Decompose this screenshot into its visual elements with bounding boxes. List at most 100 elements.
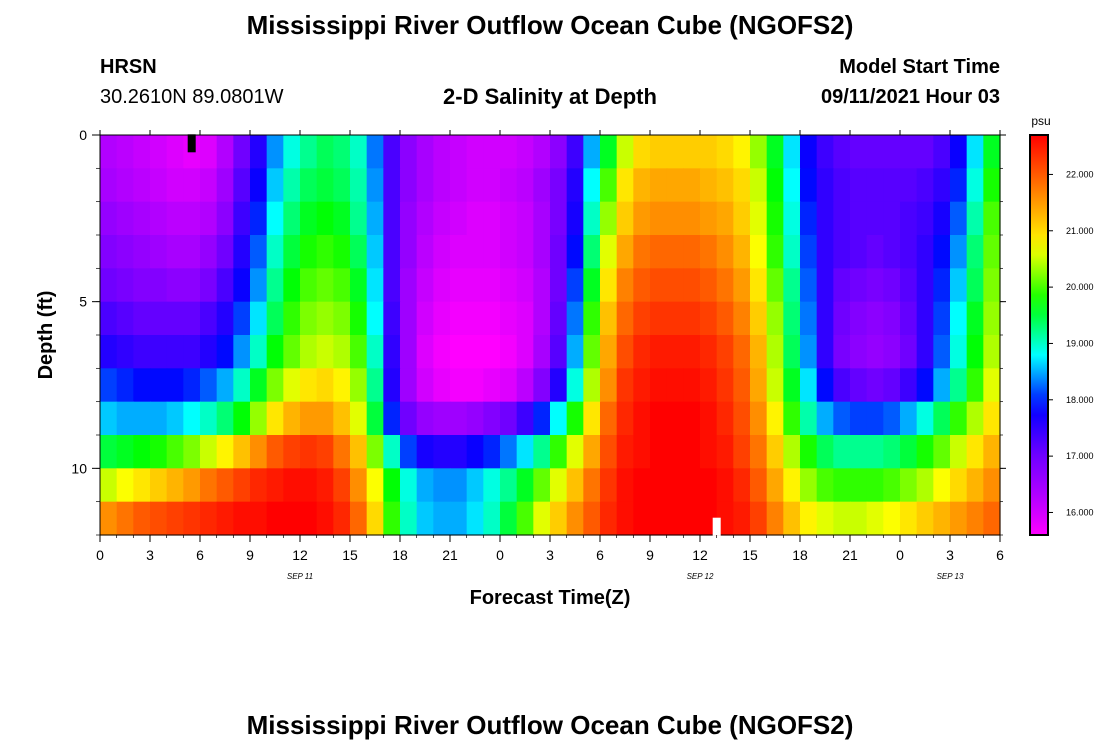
heatmap-cell bbox=[333, 468, 351, 503]
x-tick-label: 3 bbox=[146, 547, 154, 563]
x-tick-label: 6 bbox=[996, 547, 1004, 563]
heatmap-cell bbox=[566, 501, 584, 536]
heatmap-cell bbox=[883, 501, 901, 536]
heatmap-cell bbox=[750, 235, 768, 269]
heatmap-cell bbox=[316, 301, 334, 336]
heatmap-cell bbox=[533, 301, 551, 336]
heatmap-cell bbox=[983, 235, 1001, 269]
heatmap-cell bbox=[483, 235, 501, 269]
heatmap-cell bbox=[183, 168, 201, 203]
heatmap-cell bbox=[900, 435, 918, 469]
heatmap-cell bbox=[583, 268, 601, 303]
heatmap-cell bbox=[966, 468, 984, 503]
heatmap-cell bbox=[816, 368, 834, 403]
heatmap-cell bbox=[833, 168, 851, 203]
heatmap-cell bbox=[116, 168, 134, 203]
heatmap-cell bbox=[283, 168, 301, 203]
heatmap-cell bbox=[250, 468, 268, 503]
heatmap-cell bbox=[733, 268, 751, 303]
heatmap-cell bbox=[116, 135, 134, 169]
heatmap-cell bbox=[283, 368, 301, 403]
heatmap-cell bbox=[416, 168, 434, 203]
heatmap-cell bbox=[483, 368, 501, 403]
heatmap-cell bbox=[666, 468, 684, 503]
heatmap-cell bbox=[866, 201, 884, 236]
heatmap-cell bbox=[216, 235, 234, 269]
heatmap-cell bbox=[950, 468, 968, 503]
heatmap-cell bbox=[450, 335, 468, 369]
heatmap-cell bbox=[500, 468, 518, 503]
heatmap-cell bbox=[116, 301, 134, 336]
heatmap-cell bbox=[200, 435, 218, 469]
heatmap-cell bbox=[633, 468, 651, 503]
heatmap-cell bbox=[933, 201, 951, 236]
heatmap-cell bbox=[883, 268, 901, 303]
heatmap-cell bbox=[100, 435, 118, 469]
heatmap-cell bbox=[966, 335, 984, 369]
heatmap-cell bbox=[833, 501, 851, 536]
heatmap-cell bbox=[733, 368, 751, 403]
heatmap-cell bbox=[616, 468, 634, 503]
heatmap-cell bbox=[300, 201, 318, 236]
heatmap-cell bbox=[533, 201, 551, 236]
heatmap-cell bbox=[983, 468, 1001, 503]
heatmap-cell bbox=[316, 268, 334, 303]
heatmap-cell bbox=[916, 435, 934, 469]
heatmap-cell bbox=[116, 235, 134, 269]
heatmap-cell bbox=[700, 268, 718, 303]
heatmap-cell bbox=[233, 301, 251, 336]
heatmap-cell bbox=[583, 468, 601, 503]
heatmap-cell bbox=[200, 501, 218, 536]
heatmap-cell bbox=[833, 268, 851, 303]
heatmap-cell bbox=[300, 168, 318, 203]
heatmap-cell bbox=[600, 268, 618, 303]
heatmap-cell bbox=[766, 235, 784, 269]
heatmap-cell bbox=[466, 435, 484, 469]
heatmap-cell bbox=[183, 501, 201, 536]
heatmap-cell bbox=[800, 201, 818, 236]
x-tick-label: 9 bbox=[646, 547, 654, 563]
heatmap-cell bbox=[750, 501, 768, 536]
heatmap-cell bbox=[116, 368, 134, 403]
model-start-marker bbox=[187, 134, 196, 153]
x-axis-label: Forecast Time(Z) bbox=[470, 587, 631, 609]
markers bbox=[187, 134, 721, 536]
heatmap-cell bbox=[633, 235, 651, 269]
heatmap-cell bbox=[616, 268, 634, 303]
heatmap-cell bbox=[783, 468, 801, 503]
heatmap-cell bbox=[250, 268, 268, 303]
colorbar-tick-label: 21.000 bbox=[1066, 226, 1094, 236]
heatmap-cell bbox=[783, 201, 801, 236]
heatmap-cell bbox=[900, 235, 918, 269]
heatmap-cell bbox=[800, 501, 818, 536]
heatmap-cell bbox=[566, 168, 584, 203]
heatmap-cell bbox=[250, 301, 268, 336]
heatmap-cell bbox=[650, 401, 668, 436]
heatmap-cell bbox=[550, 135, 568, 169]
heatmap-cell bbox=[283, 301, 301, 336]
heatmap-cell bbox=[883, 168, 901, 203]
heatmap-cell bbox=[283, 201, 301, 236]
heatmap-cell bbox=[733, 135, 751, 169]
heatmap-cell bbox=[800, 468, 818, 503]
heatmap-cell bbox=[566, 468, 584, 503]
heatmap-cell bbox=[333, 201, 351, 236]
heatmap-cell bbox=[433, 235, 451, 269]
heatmap-cell bbox=[683, 135, 701, 169]
heatmap-cell bbox=[366, 468, 384, 503]
heatmap-cell bbox=[583, 435, 601, 469]
heatmap-cell bbox=[216, 201, 234, 236]
heatmap-cell bbox=[966, 135, 984, 169]
heatmap-cell bbox=[433, 501, 451, 536]
heatmap-cell bbox=[833, 335, 851, 369]
heatmap-cell bbox=[366, 301, 384, 336]
heatmap-cell bbox=[933, 401, 951, 436]
heatmap-cell bbox=[550, 368, 568, 403]
heatmap-cell bbox=[350, 268, 368, 303]
heatmap-cell bbox=[583, 301, 601, 336]
heatmap-cell bbox=[900, 168, 918, 203]
heatmap-cell bbox=[400, 335, 418, 369]
heatmap-cell bbox=[466, 301, 484, 336]
heatmap-cell bbox=[983, 501, 1001, 536]
heatmap-cell bbox=[450, 468, 468, 503]
